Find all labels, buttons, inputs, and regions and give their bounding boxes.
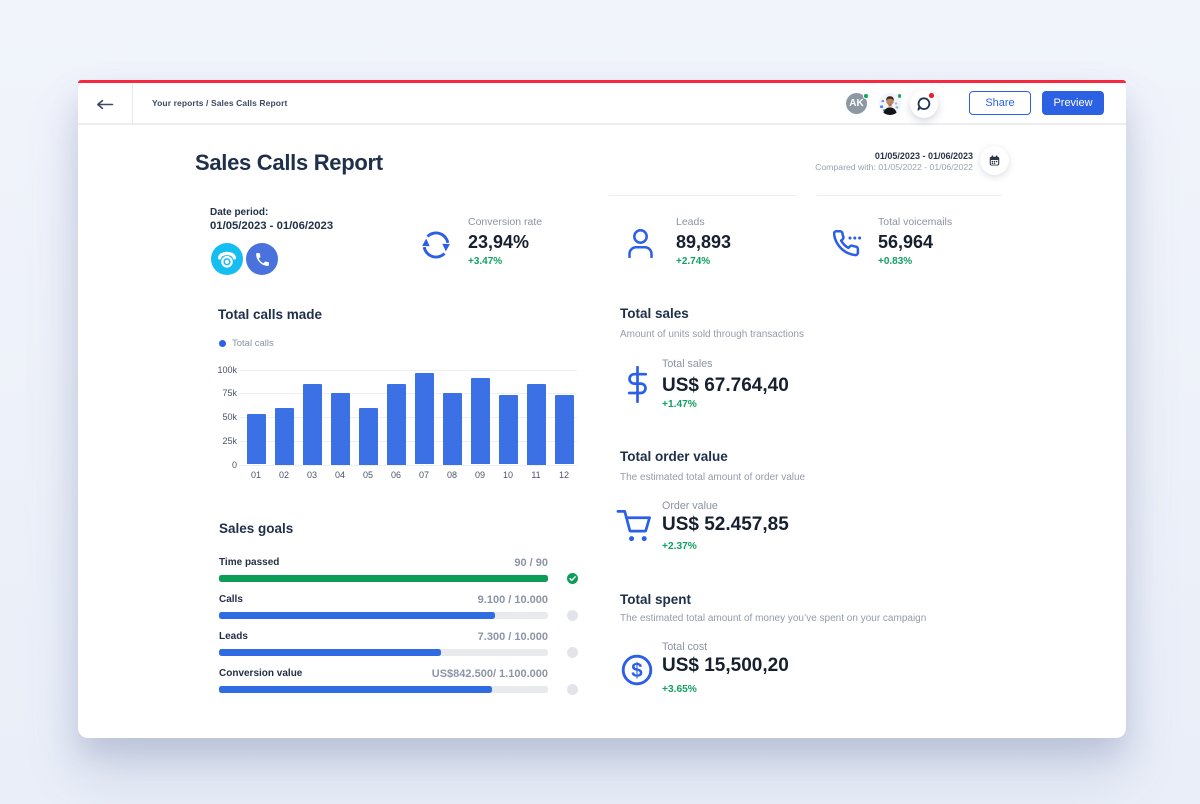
svg-text:$: $ bbox=[631, 659, 643, 682]
